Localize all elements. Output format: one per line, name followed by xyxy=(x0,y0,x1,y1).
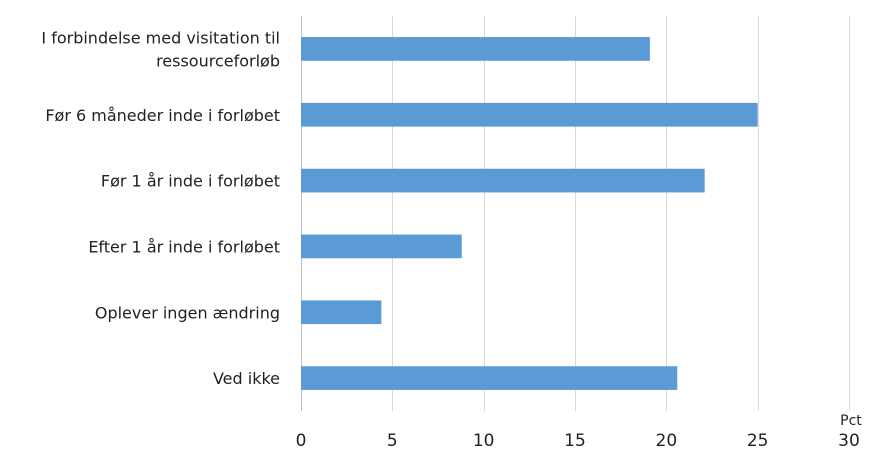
category-label: Efter 1 år inde i forløbet xyxy=(88,237,280,256)
bars xyxy=(301,37,758,390)
x-tick-label: 10 xyxy=(473,431,495,451)
x-axis-unit-label: Pct xyxy=(840,413,862,429)
category-label: Før 6 måneder inde i forløbet xyxy=(45,106,280,125)
x-tick-label: 30 xyxy=(838,431,860,451)
bar xyxy=(301,366,678,390)
bar xyxy=(301,168,705,193)
x-tick-label: 15 xyxy=(564,431,586,451)
x-tick-label: 25 xyxy=(747,431,769,451)
category-label: Før 1 år inde i forløbet xyxy=(101,172,280,191)
category-label: ressourceforløb xyxy=(156,51,280,70)
category-label: Oplever ingen ændring xyxy=(95,303,280,322)
category-label: I forbindelse med visitation til xyxy=(41,28,280,47)
bar xyxy=(301,234,462,259)
bar xyxy=(301,37,650,61)
x-tick-labels: 0 5 10 15 20 25 30 xyxy=(296,431,860,451)
x-tick-label: 20 xyxy=(656,431,678,451)
category-label: Ved ikke xyxy=(213,369,280,388)
bar xyxy=(301,300,382,325)
x-tick-label: 0 xyxy=(296,431,307,451)
gridlines xyxy=(301,16,850,411)
x-tick-label: 5 xyxy=(387,431,398,451)
bar xyxy=(301,102,758,127)
category-labels: I forbindelse med visitation til ressourc… xyxy=(41,28,280,388)
